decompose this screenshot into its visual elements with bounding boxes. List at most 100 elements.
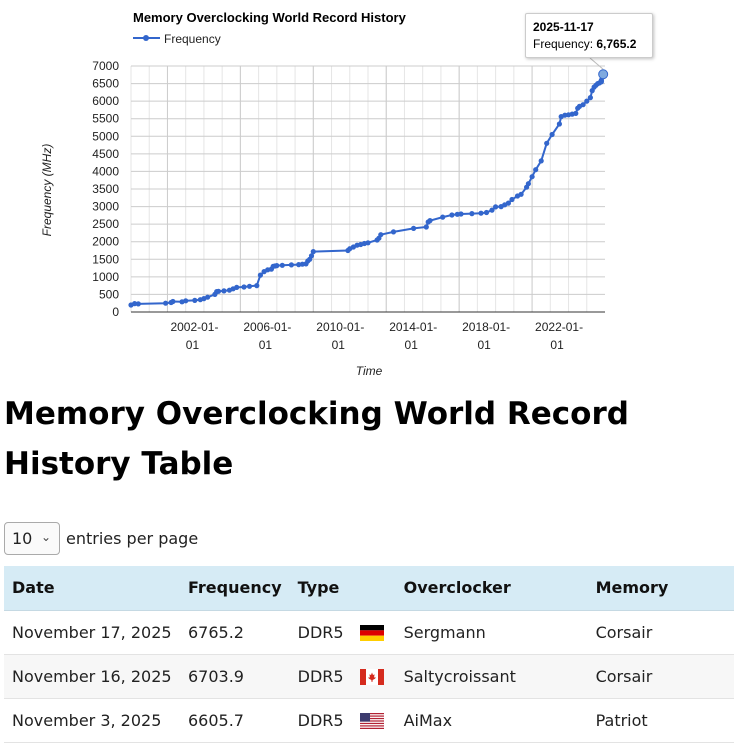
y-tick-label: 4500 — [92, 147, 119, 161]
y-tick-label: 7000 — [92, 59, 119, 73]
data-point — [192, 297, 198, 303]
col-overclocker[interactable]: Overclocker — [395, 566, 588, 611]
entries-per-page-select[interactable]: 10 ⌄ — [4, 522, 60, 555]
x-tick-label: 01 — [477, 338, 491, 352]
data-point — [274, 263, 280, 269]
col-frequency[interactable]: Frequency — [180, 566, 290, 611]
data-point — [584, 98, 590, 104]
tooltip-leader — [589, 57, 604, 70]
cell-overclocker[interactable]: Sergmann — [403, 622, 486, 642]
chart-tooltip: 2025-11-17 Frequency: 6,765.2 — [525, 13, 653, 58]
data-point — [449, 212, 455, 218]
data-point — [205, 294, 211, 300]
data-point — [163, 300, 169, 306]
x-tick-label: 2014-01- — [389, 320, 437, 334]
x-axis-title: Time — [356, 364, 383, 378]
cell-type: DDR5 — [297, 666, 344, 686]
table-row: November 17, 2025 6765.2 DDR5 Sergmann C… — [4, 610, 734, 654]
data-point — [478, 210, 484, 216]
col-memory[interactable]: Memory — [587, 566, 734, 611]
data-point — [132, 301, 138, 307]
y-tick-label: 0 — [112, 305, 119, 319]
cell-frequency: 6765.2 — [188, 622, 244, 642]
tooltip-label: Frequency: — [533, 37, 597, 51]
data-point — [505, 200, 511, 206]
chart-title: Memory Overclocking World Record History — [133, 10, 407, 25]
length-control: 10 ⌄ entries per page — [4, 521, 198, 556]
data-point — [580, 102, 586, 108]
data-point — [549, 131, 555, 138]
data-point — [257, 272, 263, 278]
data-point — [573, 110, 579, 116]
x-tick-label: 2022-01- — [535, 320, 583, 334]
y-tick-label: 5500 — [92, 112, 119, 126]
data-point — [556, 121, 563, 127]
y-tick-label: 4000 — [92, 164, 119, 178]
col-date[interactable]: Date — [4, 566, 180, 611]
col-flag — [351, 566, 396, 611]
record-history-chart: Memory Overclocking World Record History… — [40, 10, 609, 378]
data-point — [234, 284, 240, 290]
data-point — [183, 298, 189, 304]
data-point — [489, 207, 495, 213]
x-tick-label: 01 — [332, 338, 346, 352]
y-tick-label: 1500 — [92, 252, 119, 266]
data-point — [509, 196, 515, 203]
y-tick-label: 3500 — [92, 182, 119, 196]
x-tick-label: 2010-01- — [316, 320, 364, 334]
x-tick-label: 2006-01- — [243, 320, 291, 334]
data-point — [308, 253, 315, 259]
cell-memory: Patriot — [595, 710, 648, 730]
cell-memory: Corsair — [595, 622, 653, 642]
cell-type: DDR5 — [297, 622, 344, 642]
data-point — [288, 262, 294, 268]
data-point — [458, 211, 464, 217]
cell-memory: Corsair — [595, 666, 653, 686]
x-tick-label: 2018-01- — [462, 320, 510, 334]
data-point — [525, 181, 532, 187]
cell-frequency: 6605.7 — [188, 710, 244, 730]
data-point — [533, 167, 539, 173]
data-point — [215, 288, 222, 294]
canada-flag — [359, 669, 384, 685]
cell-date: November 16, 2025 — [12, 666, 172, 686]
y-tick-label: 500 — [99, 287, 119, 301]
table-header-row: Date Frequency Type Overclocker Memory — [4, 566, 734, 611]
data-point — [538, 158, 544, 164]
data-point — [365, 240, 371, 246]
tooltip-date: 2025-11-17 — [533, 20, 594, 34]
data-point — [440, 214, 446, 220]
data-point — [469, 211, 475, 217]
data-point — [279, 262, 285, 268]
tooltip-value: 6,765.2 — [596, 37, 637, 51]
data-point — [544, 140, 550, 146]
data-point — [529, 174, 535, 180]
entries-per-page-label: entries per page — [66, 529, 199, 548]
data-point — [310, 249, 316, 255]
x-tick-label: 2002-01- — [170, 320, 218, 334]
col-type[interactable]: Type — [289, 566, 352, 611]
data-point — [587, 95, 594, 101]
data-point — [221, 288, 227, 294]
data-point — [241, 284, 247, 290]
y-tick-label: 2000 — [92, 235, 119, 249]
data-point — [427, 218, 433, 224]
y-tick-label: 5000 — [92, 129, 119, 143]
cell-date: November 17, 2025 — [12, 622, 172, 642]
data-point — [135, 301, 141, 307]
table-row: November 3, 2025 6605.7 DDR5 AiMax Patri… — [4, 698, 734, 742]
data-point — [483, 209, 490, 216]
page-title: Memory Overclocking World Record History… — [4, 396, 629, 482]
data-point — [246, 283, 253, 289]
y-tick-label: 6500 — [92, 77, 119, 91]
records-table: Date Frequency Type Overclocker Memory N… — [4, 566, 734, 743]
data-point — [254, 283, 260, 289]
cell-overclocker[interactable]: AiMax — [403, 710, 453, 730]
y-axis-title: Frequency (MHz) — [40, 144, 54, 237]
chevron-down-icon: ⌄ — [40, 530, 51, 544]
x-tick-label: 01 — [405, 338, 419, 352]
legend-label: Frequency — [164, 32, 221, 46]
cell-overclocker[interactable]: Saltycroissant — [403, 666, 516, 686]
x-tick-label: 01 — [259, 338, 273, 352]
data-point — [493, 204, 499, 210]
